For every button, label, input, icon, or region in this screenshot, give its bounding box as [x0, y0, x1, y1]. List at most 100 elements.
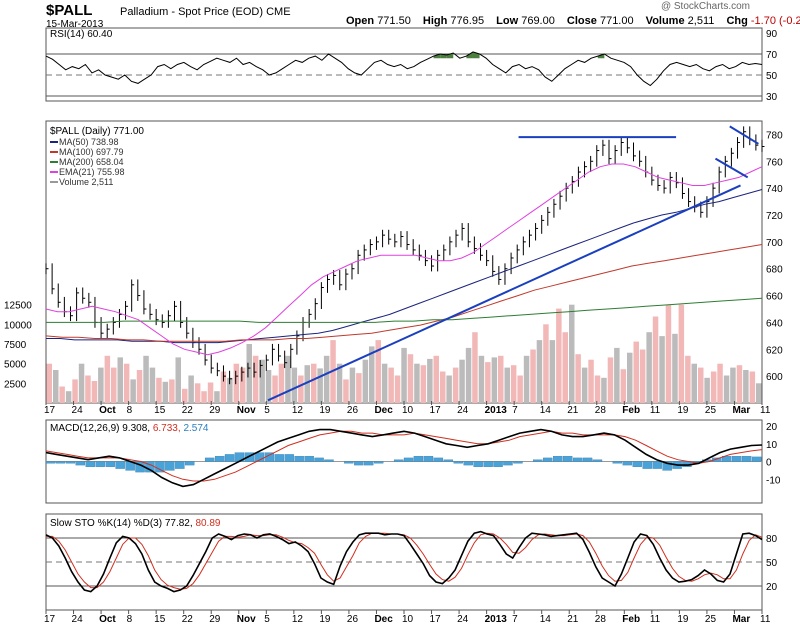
price-tick-620: 620 [766, 345, 783, 356]
xaxis-bottom-label: 15 [154, 614, 166, 625]
macd-signal-line [45, 430, 763, 482]
xaxis-price-label: 24 [72, 405, 84, 416]
macd-histogram-bar [413, 456, 424, 462]
macd-histogram-bar [204, 457, 215, 462]
chg-label: Chg [726, 15, 748, 27]
xaxis-price-label: Feb [622, 405, 640, 416]
volume-bar [672, 333, 678, 403]
macd-histogram-bar [662, 461, 672, 471]
rsi-tick-70: 70 [766, 50, 778, 61]
legend-ema21: EMA(21) 755.98 [59, 167, 125, 177]
low-value: 769.00 [521, 15, 555, 27]
macd-histogram-bar [374, 461, 384, 464]
sto-k-line [45, 530, 763, 593]
volume-bar [698, 367, 704, 403]
xaxis-bottom-label: 11 [760, 614, 771, 625]
volume-bar [556, 308, 562, 403]
legend-ma50: MA(50) 738.98 [59, 137, 119, 147]
volume-bar [691, 363, 697, 403]
volume-bar [72, 379, 78, 403]
volume-bar [130, 379, 136, 403]
volume-bar [117, 357, 123, 403]
volume-bar [620, 369, 627, 403]
xaxis-price-label: 19 [677, 405, 689, 416]
xaxis-bottom-label: 14 [540, 614, 552, 625]
xaxis-price-label: 12 [292, 405, 304, 416]
macd-histogram-bar [75, 461, 86, 466]
ma-line-ema21 [45, 163, 763, 356]
xaxis-price-label: Dec [374, 405, 393, 416]
macd-histogram-bar [712, 457, 722, 462]
volume-bar [394, 375, 401, 403]
price-tick-680: 680 [766, 265, 783, 276]
volume-bar [220, 371, 227, 403]
volume-bar [646, 332, 652, 403]
volume-bar [336, 363, 343, 403]
volume-bar [678, 304, 685, 403]
macd-tick-0: 0 [766, 458, 772, 469]
macd-tick--10: -10 [766, 475, 781, 486]
macd-histogram-bar [393, 459, 404, 462]
rsi-legend: RSI(14) 60.40 [50, 29, 113, 40]
volume-bar [401, 347, 407, 403]
ma-line-ma100 [45, 244, 763, 342]
xaxis-bottom-label: Feb [622, 614, 640, 625]
volume-bar [259, 359, 265, 403]
sto-legend: Slow STO %K(14) %D(3) 77.82, 80.89 [50, 518, 221, 529]
macd-line [45, 428, 763, 488]
xaxis-price-label: 17 [44, 405, 56, 416]
volume-bar [143, 355, 149, 403]
xaxis-bottom-label: 11 [650, 614, 661, 625]
price-tick-780: 780 [766, 130, 783, 141]
volume-bar [46, 363, 52, 403]
volume-bar [627, 352, 633, 403]
sto-legend-d-value: 80.89 [195, 518, 220, 529]
macd-histogram-bar [115, 461, 125, 469]
macd-histogram-bar [185, 461, 195, 466]
xaxis-bottom-label: 12 [292, 614, 304, 625]
macd-histogram-bar [572, 457, 583, 462]
xaxis-price-label: 10 [402, 405, 414, 416]
volume-bar [427, 358, 433, 403]
macd-histogram-bar [632, 461, 642, 467]
macd-histogram-bar [453, 461, 463, 464]
volume-bar [440, 371, 446, 403]
xaxis-bottom-label: 28 [595, 614, 607, 625]
volume-bar [111, 367, 117, 403]
volume-bar [414, 363, 420, 403]
volume-bar [601, 377, 607, 403]
volume-bar [536, 340, 543, 403]
xaxis-price-label: 26 [347, 405, 359, 416]
xaxis-bottom-label: 17 [44, 614, 56, 625]
price-tick-740: 740 [766, 184, 783, 195]
price-tick-600: 600 [766, 372, 783, 383]
xaxis-price-label: 29 [209, 405, 221, 416]
volume-tick-12500: 12500 [4, 301, 32, 312]
chg-value: -1.70 (-0.22%) [750, 15, 800, 27]
volume-bar [562, 332, 568, 403]
close-value: 771.00 [599, 15, 634, 27]
macd-histogram-bar [344, 461, 354, 464]
volume-bar [323, 355, 330, 403]
volume-bar [510, 365, 517, 403]
macd-histogram-bar [95, 461, 105, 467]
xaxis-price-label: 19 [319, 405, 331, 416]
volume-bar [123, 363, 130, 403]
xaxis-bottom-label: 10 [402, 614, 414, 625]
volume-bar [381, 363, 388, 403]
macd-histogram-bar [354, 461, 364, 466]
volume-bar [743, 370, 749, 403]
instrument-name-text: Palladium - Spot Price (EOD) [120, 6, 264, 18]
xaxis-bottom-label: 24 [72, 614, 84, 625]
sto-legend-k-value: 77.82, [165, 518, 196, 529]
instrument-name: Palladium - Spot Price (EOD) CME [120, 6, 291, 18]
macd-histogram-bar [254, 452, 265, 462]
macd-histogram-bar [473, 461, 483, 467]
volume-bar [156, 377, 162, 403]
macd-histogram-bar [513, 461, 523, 464]
xaxis-bottom-label: 17 [430, 614, 442, 625]
xaxis-price-label: 24 [457, 405, 469, 416]
macd-histogram-bar [105, 461, 115, 467]
price-tick-720: 720 [766, 211, 783, 222]
